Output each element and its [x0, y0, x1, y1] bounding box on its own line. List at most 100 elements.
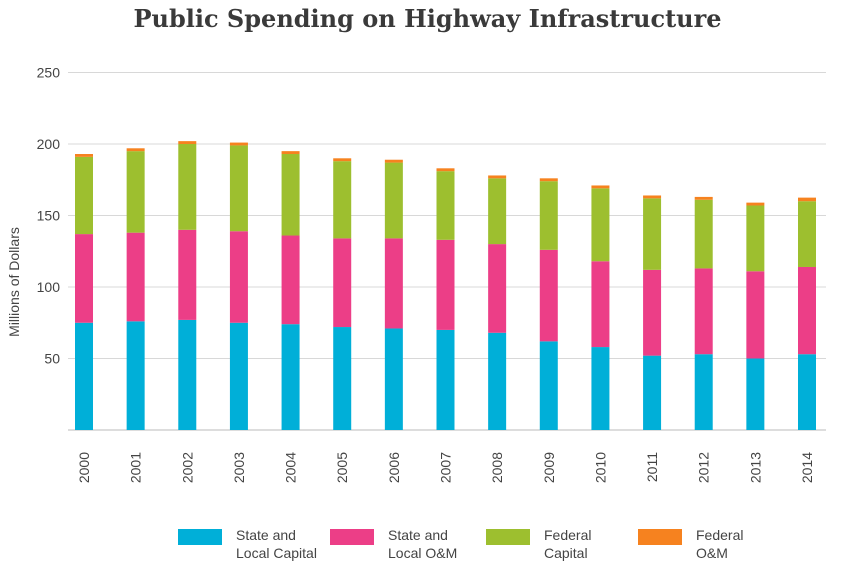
bar-segment — [591, 261, 610, 348]
x-tick-label: 2000 — [76, 452, 92, 483]
bar-segment — [694, 196, 713, 200]
legend-swatch — [638, 529, 682, 545]
legend-label-line1: State and — [388, 527, 448, 543]
bar-segment — [281, 154, 300, 236]
bar-segment — [488, 178, 507, 245]
bar-segment — [126, 232, 145, 322]
bar-segment — [643, 195, 662, 199]
chart-title: Public Spending on Highway Infrastructur… — [133, 4, 722, 33]
y-axis-label: Millions of Dollars — [6, 227, 22, 337]
legend-item-state-local-capital: State and Local Capital — [178, 526, 346, 562]
bar-segment — [798, 266, 816, 355]
legend-item-federal-capital: Federal Capital — [486, 526, 654, 562]
bar-segment — [798, 197, 816, 202]
chart-plot: 50 100 150 200 250 Millions of Dollars 2000 200… — [6, 65, 826, 483]
bar-segment — [75, 322, 93, 430]
bar-segment — [643, 269, 662, 356]
legend-label-line2: Capital — [544, 545, 588, 561]
bar-segment — [436, 239, 455, 330]
legend-label-line1: State and — [236, 527, 296, 543]
bar-segment — [694, 354, 713, 430]
x-tick-label: 2008 — [489, 452, 505, 483]
bar-segment — [488, 332, 507, 430]
bar-segment — [178, 319, 197, 430]
bar-segment — [539, 249, 558, 342]
bar-segment — [798, 354, 816, 430]
bar-segment — [178, 144, 197, 230]
bar-segment — [333, 161, 352, 239]
bar-segment — [281, 324, 300, 430]
y-tick-label: 50 — [44, 351, 60, 367]
legend-label-line1: Federal — [696, 527, 744, 543]
bar-segment — [75, 156, 93, 235]
legend-label-line1: Federal — [544, 527, 592, 543]
bar-segment — [436, 171, 455, 240]
bar-segment — [746, 271, 765, 359]
y-tick-label: 200 — [37, 136, 61, 152]
bar-segment — [746, 358, 765, 430]
x-tick-label: 2006 — [386, 452, 402, 483]
bar-segment — [281, 235, 300, 325]
bar-segment — [746, 205, 765, 272]
bar-segment — [591, 188, 610, 262]
x-tick-label: 2011 — [644, 452, 660, 482]
bar-segment — [488, 244, 507, 333]
x-tick-label: 2005 — [334, 452, 350, 483]
y-tick-label: 100 — [37, 279, 61, 295]
bar-segment — [281, 151, 300, 155]
x-tick-label: 2007 — [438, 452, 454, 483]
bar-segment — [591, 347, 610, 430]
bar-segment — [643, 198, 662, 270]
legend: State and Local Capital State and Local … — [0, 526, 855, 566]
x-tick-label: 2001 — [128, 452, 144, 483]
x-tick-label: 2009 — [541, 452, 557, 483]
legend-item-state-local-om: State and Local O&M — [330, 526, 498, 562]
legend-label-line2: O&M — [696, 545, 728, 561]
bar-segment — [746, 202, 765, 206]
bar-segment — [178, 229, 197, 320]
bar-segment — [75, 234, 93, 323]
x-tick-label: 2013 — [747, 452, 763, 483]
bar-segment — [384, 238, 403, 329]
bar-segment — [384, 328, 403, 430]
x-tick-label: 2014 — [799, 452, 815, 483]
legend-item-federal-om: Federal O&M — [638, 526, 806, 562]
bar-segment — [539, 341, 558, 430]
y-tick-label: 150 — [37, 208, 61, 224]
bar-segment — [643, 355, 662, 430]
x-tick-label: 2010 — [592, 452, 608, 483]
bar-segment — [384, 159, 403, 163]
bar-segment — [126, 321, 145, 430]
bar-segment — [591, 185, 610, 189]
legend-label-line2: Local Capital — [236, 545, 317, 561]
bar-segment — [333, 238, 352, 328]
bar-segment — [436, 168, 455, 172]
bar-segment — [229, 145, 248, 232]
bar-segment — [126, 148, 145, 152]
bar-segment — [694, 268, 713, 355]
bar-segment — [229, 231, 248, 323]
legend-swatch — [178, 529, 222, 545]
bar-segment — [798, 201, 816, 267]
bar-segment — [178, 141, 197, 144]
bar-segment — [436, 329, 455, 430]
bar-segment — [126, 151, 145, 233]
x-tick-label: 2003 — [231, 452, 247, 483]
legend-swatch — [330, 529, 374, 545]
x-tick-label: 2002 — [179, 452, 195, 483]
y-tick-label: 250 — [37, 65, 61, 81]
bar-segment — [333, 327, 352, 430]
bar-segment — [75, 154, 93, 157]
bar-segment — [694, 199, 713, 269]
legend-label-line2: Local O&M — [388, 545, 458, 561]
x-tick-label: 2012 — [696, 452, 712, 483]
bar-segment — [333, 158, 352, 162]
bar-segment — [539, 181, 558, 250]
x-tick-label: 2004 — [283, 452, 299, 483]
legend-swatch — [486, 529, 530, 545]
bar-segment — [539, 178, 558, 182]
bar-segment — [488, 175, 507, 179]
bar-segment — [229, 142, 248, 146]
bar-segment — [384, 162, 403, 239]
bar-segment — [229, 322, 248, 430]
